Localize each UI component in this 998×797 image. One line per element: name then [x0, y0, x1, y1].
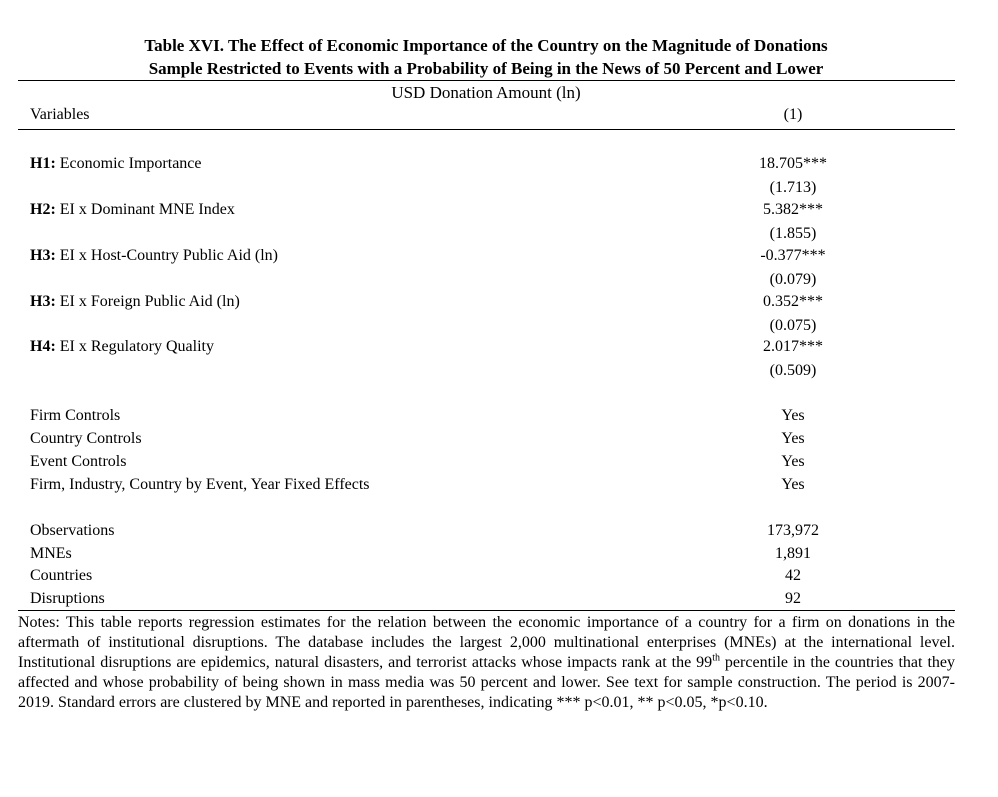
- stat-label: MNEs: [30, 545, 72, 562]
- hypothesis-se: (0.079): [769, 271, 817, 288]
- hypothesis-row-label: H2: EI x Dominant MNE Index: [30, 201, 235, 218]
- stat-label: Observations: [30, 522, 115, 539]
- column-header: (1): [783, 106, 803, 123]
- control-label: Firm Controls: [30, 407, 121, 424]
- hypothesis-row-label: H1: Economic Importance: [30, 155, 202, 172]
- hypothesis-coef: 0.352***: [763, 293, 823, 310]
- table-title-line2: Sample Restricted to Events with a Proba…: [148, 59, 824, 78]
- stat-label: Countries: [30, 567, 93, 584]
- hypothesis-coef: -0.377***: [760, 247, 826, 264]
- hypothesis-coef: 2.017***: [763, 338, 823, 355]
- dependent-variable-header: USD Donation Amount (ln): [391, 83, 581, 102]
- control-value: Yes: [781, 430, 805, 447]
- stat-value: 92: [785, 590, 801, 607]
- control-value: Yes: [781, 476, 805, 493]
- header-rule: [18, 129, 955, 130]
- hypothesis-se: (0.075): [769, 317, 817, 334]
- hypothesis-coef: 18.705***: [759, 155, 827, 172]
- stat-value: 42: [785, 567, 801, 584]
- hypothesis-se: (1.855): [769, 225, 817, 242]
- hypothesis-row-label: H3: EI x Host-Country Public Aid (ln): [30, 247, 278, 264]
- hypothesis-row-label: H3: EI x Foreign Public Aid (ln): [30, 293, 240, 310]
- stat-value: 173,972: [767, 522, 819, 539]
- top-rule: [18, 80, 955, 81]
- stat-label: Disruptions: [30, 590, 105, 607]
- hypothesis-se: (1.713): [769, 179, 817, 196]
- control-value: Yes: [781, 407, 805, 424]
- table-notes: Notes: This table reports regression est…: [18, 614, 955, 711]
- control-label: Country Controls: [30, 430, 142, 447]
- hypothesis-row-label: H4: EI x Regulatory Quality: [30, 338, 214, 355]
- control-label: Firm, Industry, Country by Event, Year F…: [30, 476, 370, 493]
- hypothesis-coef: 5.382***: [763, 201, 823, 218]
- control-label: Event Controls: [30, 453, 127, 470]
- variables-header: Variables: [30, 106, 90, 123]
- control-value: Yes: [781, 453, 805, 470]
- hypothesis-se: (0.509): [769, 362, 817, 379]
- stat-value: 1,891: [775, 545, 811, 562]
- table-title-line1: Table XVI. The Effect of Economic Import…: [144, 36, 828, 55]
- bottom-rule: [18, 610, 955, 611]
